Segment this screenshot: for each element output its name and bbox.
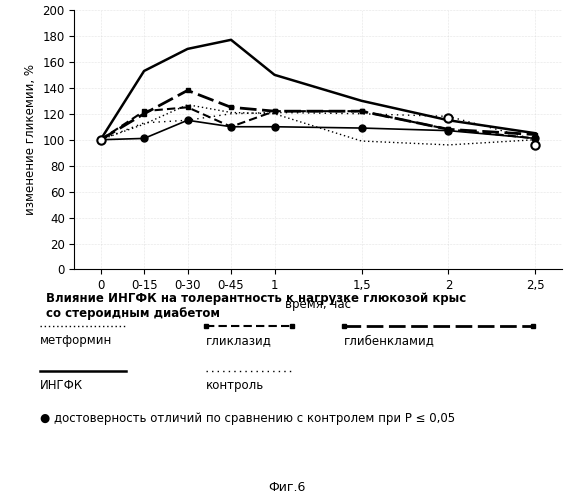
Text: метформин: метформин [40, 334, 112, 347]
Text: гликлазид: гликлазид [206, 334, 272, 347]
Text: ● достоверность отличий по сравнению с контролем при P ≤ 0,05: ● достоверность отличий по сравнению с к… [40, 412, 455, 425]
Text: контроль: контроль [206, 379, 265, 392]
Text: Фиг.6: Фиг.6 [268, 481, 305, 494]
Text: глибенкламид: глибенкламид [344, 334, 435, 347]
Text: Влияние ИНГФК на толерантность к нагрузке глюкозой крыс: Влияние ИНГФК на толерантность к нагрузк… [46, 292, 466, 305]
Y-axis label: изменение гликемии, %: изменение гликемии, % [24, 64, 37, 215]
Text: со стероидным диабетом: со стероидным диабетом [46, 307, 220, 320]
X-axis label: время, час: время, час [285, 298, 351, 311]
Text: ИНГФК: ИНГФК [40, 379, 83, 392]
